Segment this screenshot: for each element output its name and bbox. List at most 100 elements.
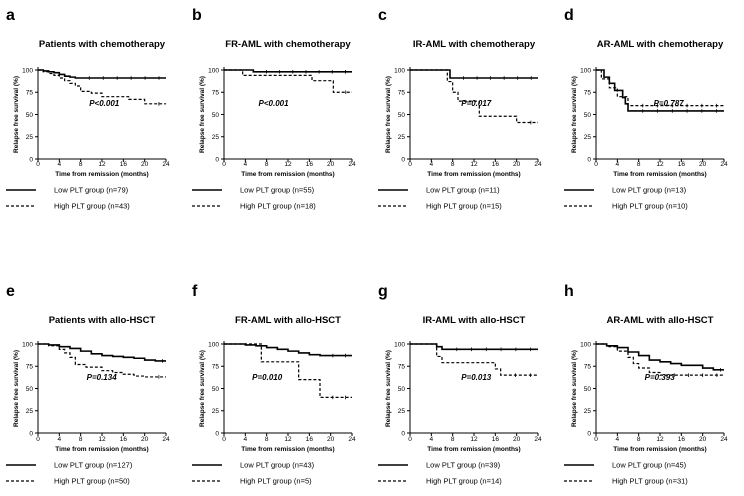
- x-tick-label: 24: [162, 161, 170, 168]
- x-tick-label: 0: [594, 436, 598, 443]
- y-tick-label: 100: [208, 341, 219, 348]
- x-tick-label: 0: [222, 161, 226, 168]
- x-tick-label: 20: [513, 161, 521, 168]
- x-tick-label: 12: [656, 436, 664, 443]
- y-tick-label: 50: [398, 112, 406, 119]
- x-tick-label: 0: [36, 436, 40, 443]
- p-value-label: P=0.013: [461, 373, 492, 382]
- x-tick-label: 24: [534, 436, 542, 443]
- panel-letter: d: [564, 7, 574, 24]
- legend-label: High PLT group (n=10): [612, 202, 688, 211]
- legend-label: High PLT group (n=50): [54, 477, 130, 486]
- panel-letter: b: [192, 7, 202, 24]
- high-plt-curve: [38, 343, 166, 378]
- x-axis-label: Time from remission (months): [427, 171, 520, 178]
- y-tick-label: 25: [26, 134, 34, 141]
- x-tick-label: 20: [699, 436, 707, 443]
- p-value-label: P=0.134: [87, 373, 118, 382]
- x-tick-label: 12: [284, 161, 292, 168]
- x-tick-label: 12: [470, 161, 478, 168]
- x-tick-label: 0: [594, 161, 598, 168]
- legend-label: Low PLT group (n=43): [240, 461, 315, 470]
- panel-d: d AR-AML with chemotherapy 0 25 50 75 100 0 4 8 12…: [564, 7, 728, 211]
- y-tick-label: 0: [401, 430, 405, 437]
- y-axis-label: Relapse free survival (%): [199, 350, 206, 427]
- low-plt-curve: [596, 69, 724, 112]
- x-tick-label: 16: [120, 161, 128, 168]
- y-axis-label: Relapse free survival (%): [199, 76, 206, 153]
- x-tick-label: 20: [699, 161, 707, 168]
- y-tick-label: 25: [26, 408, 34, 415]
- x-tick-label: 0: [36, 161, 40, 168]
- x-tick-label: 16: [492, 436, 500, 443]
- y-tick-label: 50: [212, 386, 220, 393]
- legend-label: High PLT group (n=43): [54, 202, 130, 211]
- panel-title: AR-AML with allo-HSCT: [607, 315, 714, 326]
- x-tick-label: 12: [656, 161, 664, 168]
- x-tick-label: 12: [284, 436, 292, 443]
- x-tick-label: 4: [430, 436, 434, 443]
- y-tick-label: 50: [26, 112, 34, 119]
- y-axis-label: Relapse free survival (%): [571, 350, 578, 427]
- p-value-label: P=0.787: [654, 99, 685, 108]
- p-value-label: P<0.001: [259, 99, 290, 108]
- y-tick-label: 100: [580, 341, 591, 348]
- y-tick-label: 0: [215, 430, 219, 437]
- y-axis-label: Relapse free survival (%): [13, 76, 20, 153]
- x-tick-label: 8: [451, 436, 455, 443]
- legend-label: Low PLT group (n=45): [612, 461, 687, 470]
- panel-letter: g: [378, 283, 388, 300]
- x-tick-label: 4: [430, 161, 434, 168]
- high-plt-curve: [410, 343, 538, 376]
- x-tick-label: 8: [265, 161, 269, 168]
- x-tick-label: 12: [98, 436, 106, 443]
- panel-letter: f: [192, 283, 198, 300]
- panel-b: b FR-AML with chemotherapy 0 25 50 75 100 0 4 8 12…: [192, 7, 356, 211]
- low-plt-curve: [224, 343, 352, 357]
- y-tick-label: 75: [26, 364, 34, 371]
- panel-title: Patients with chemotherapy: [39, 39, 166, 50]
- x-tick-label: 16: [678, 436, 686, 443]
- x-tick-label: 8: [265, 436, 269, 443]
- panel-letter: h: [564, 283, 574, 300]
- y-tick-label: 100: [394, 341, 405, 348]
- y-tick-label: 100: [208, 67, 219, 74]
- panel-title: IR-AML with chemotherapy: [413, 39, 536, 50]
- y-tick-label: 25: [398, 134, 406, 141]
- y-tick-label: 75: [398, 90, 406, 97]
- legend-label: Low PLT group (n=39): [426, 461, 501, 470]
- x-tick-label: 20: [513, 436, 521, 443]
- y-tick-label: 50: [398, 386, 406, 393]
- x-tick-label: 20: [327, 161, 335, 168]
- legend-label: Low PLT group (n=127): [54, 461, 133, 470]
- y-tick-label: 0: [215, 156, 219, 163]
- low-plt-curve: [596, 343, 724, 371]
- panel-e: e Patients with allo-HSCT 0 25 50 75 100 0 4 8 12 1…: [6, 283, 170, 486]
- p-value-label: P<0.001: [89, 99, 120, 108]
- y-tick-label: 25: [398, 408, 406, 415]
- legend-label: Low PLT group (n=79): [54, 186, 129, 195]
- y-axis-label: Relapse free survival (%): [385, 76, 392, 153]
- x-tick-label: 16: [492, 161, 500, 168]
- legend-label: Low PLT group (n=11): [426, 186, 500, 195]
- legend-label: High PLT group (n=5): [240, 477, 312, 486]
- x-tick-label: 16: [306, 436, 314, 443]
- x-axis-label: Time from remission (months): [55, 446, 148, 453]
- x-tick-label: 4: [244, 161, 248, 168]
- y-tick-label: 0: [29, 430, 33, 437]
- panel-c: c IR-AML with chemotherapy 0 25 50 75 100 0 4 8 12…: [378, 7, 542, 211]
- y-tick-label: 0: [587, 430, 591, 437]
- panel-g: g IR-AML with allo-HSCT 0 25 50 75 100 0 4 8 12 16 2…: [378, 283, 542, 486]
- x-tick-label: 4: [244, 436, 248, 443]
- y-tick-label: 50: [584, 112, 592, 119]
- legend-label: High PLT group (n=31): [612, 477, 688, 486]
- low-plt-curve: [38, 343, 166, 362]
- y-tick-label: 0: [401, 156, 405, 163]
- legend-label: Low PLT group (n=13): [612, 186, 687, 195]
- x-tick-label: 20: [141, 161, 149, 168]
- p-value-label: P=0.393: [645, 373, 676, 382]
- x-axis-label: Time from remission (months): [241, 446, 334, 453]
- y-tick-label: 50: [584, 386, 592, 393]
- p-value-label: P=0.017: [461, 99, 492, 108]
- y-tick-label: 100: [22, 67, 33, 74]
